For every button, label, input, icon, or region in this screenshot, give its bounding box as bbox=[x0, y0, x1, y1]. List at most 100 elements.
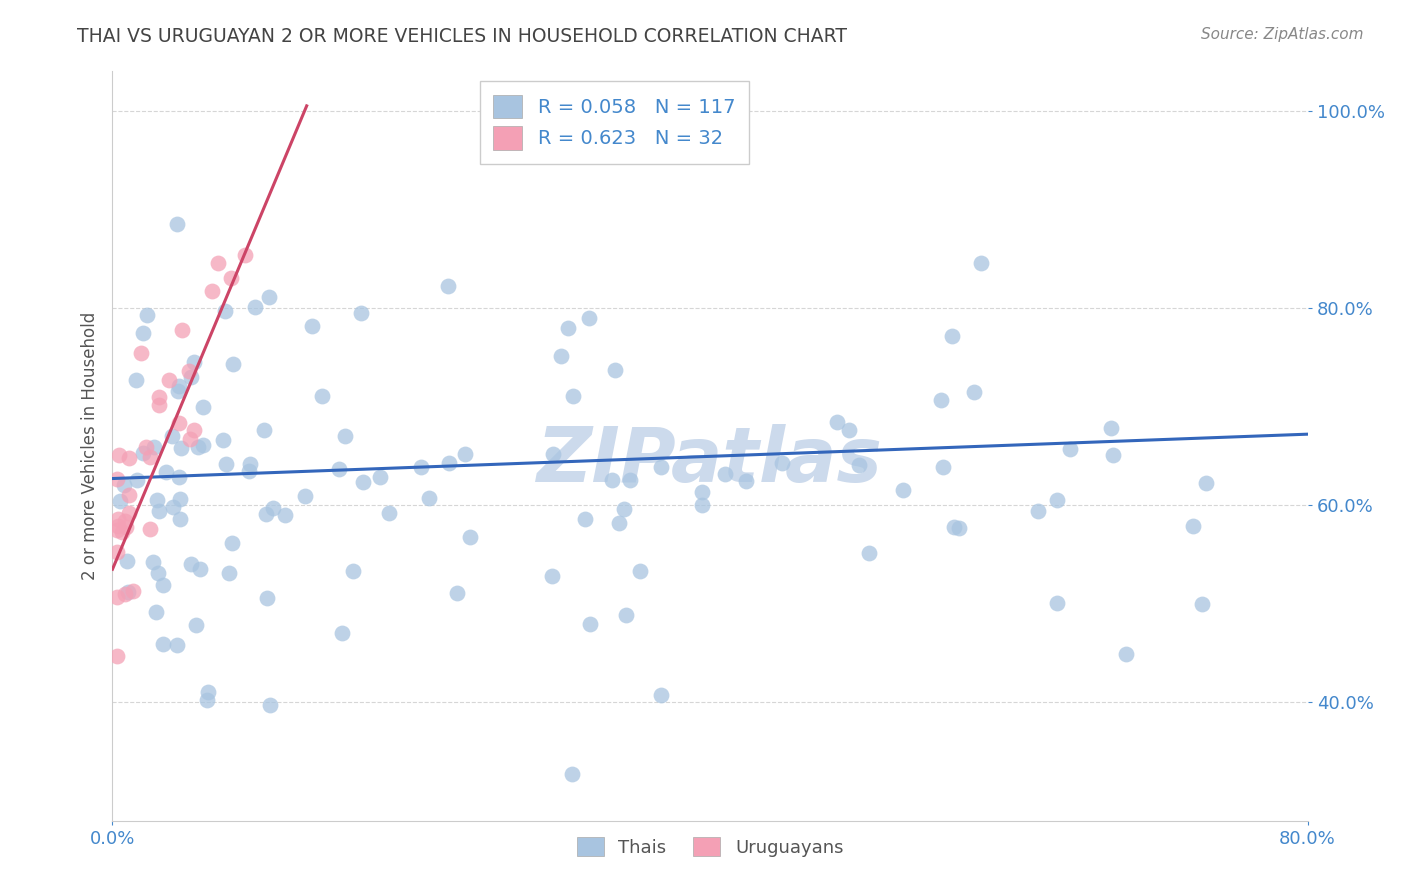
Point bbox=[118, 506, 141, 520]
Point bbox=[1191, 597, 1213, 611]
Point bbox=[179, 364, 201, 378]
Point bbox=[614, 608, 637, 623]
Point bbox=[262, 501, 284, 516]
Point bbox=[212, 433, 235, 447]
Point bbox=[690, 498, 713, 512]
Point bbox=[1099, 421, 1122, 435]
Text: THAI VS URUGUAYAN 2 OR MORE VEHICLES IN HOUSEHOLD CORRELATION CHART: THAI VS URUGUAYAN 2 OR MORE VEHICLES IN … bbox=[77, 27, 848, 45]
Point bbox=[253, 423, 276, 437]
Point bbox=[160, 429, 183, 443]
Point bbox=[650, 460, 672, 475]
Point bbox=[579, 616, 602, 631]
Point bbox=[574, 512, 596, 526]
Point bbox=[273, 508, 295, 523]
Point bbox=[152, 637, 174, 651]
Point bbox=[333, 429, 356, 443]
Point bbox=[294, 489, 316, 503]
Point bbox=[193, 401, 215, 415]
Point bbox=[1115, 647, 1137, 661]
Point bbox=[352, 475, 374, 489]
Point bbox=[943, 520, 966, 534]
Point bbox=[690, 485, 713, 500]
Point bbox=[437, 279, 460, 293]
Point bbox=[561, 389, 583, 403]
Point bbox=[167, 379, 190, 393]
Point bbox=[619, 473, 641, 487]
Point bbox=[1195, 476, 1218, 491]
Point bbox=[254, 507, 277, 521]
Point bbox=[243, 300, 266, 314]
Point bbox=[454, 446, 477, 460]
Point bbox=[838, 423, 860, 437]
Point bbox=[187, 440, 209, 454]
Point bbox=[342, 564, 364, 578]
Point bbox=[169, 491, 191, 506]
Point bbox=[1182, 518, 1205, 533]
Point bbox=[107, 512, 129, 526]
Point bbox=[540, 569, 562, 583]
Point bbox=[148, 504, 170, 518]
Point bbox=[238, 464, 260, 478]
Point bbox=[188, 562, 211, 576]
Point bbox=[848, 458, 870, 472]
Point bbox=[108, 493, 131, 508]
Point bbox=[145, 606, 167, 620]
Point bbox=[114, 520, 136, 534]
Point bbox=[1059, 442, 1081, 456]
Point bbox=[825, 415, 848, 429]
Point bbox=[152, 578, 174, 592]
Point bbox=[893, 483, 915, 498]
Point bbox=[378, 506, 401, 520]
Point bbox=[963, 384, 986, 399]
Point bbox=[167, 384, 190, 398]
Point bbox=[105, 545, 128, 559]
Point bbox=[169, 512, 191, 526]
Point bbox=[607, 516, 630, 531]
Point bbox=[124, 373, 146, 387]
Point bbox=[139, 522, 162, 536]
Point bbox=[105, 473, 128, 487]
Point bbox=[129, 346, 152, 360]
Point bbox=[108, 448, 131, 462]
Point bbox=[136, 308, 159, 322]
Point bbox=[221, 270, 243, 285]
Point bbox=[932, 459, 955, 474]
Point bbox=[600, 473, 623, 487]
Point bbox=[970, 256, 993, 270]
Point bbox=[734, 474, 756, 488]
Point bbox=[207, 255, 229, 269]
Point bbox=[172, 323, 194, 337]
Text: Source: ZipAtlas.com: Source: ZipAtlas.com bbox=[1201, 27, 1364, 42]
Point bbox=[132, 326, 155, 341]
Point bbox=[179, 432, 201, 446]
Point bbox=[578, 310, 600, 325]
Point bbox=[139, 450, 162, 464]
Point bbox=[107, 590, 129, 604]
Point bbox=[183, 423, 205, 437]
Point bbox=[557, 321, 579, 335]
Point bbox=[117, 585, 139, 599]
Point bbox=[301, 318, 323, 333]
Point bbox=[142, 555, 165, 569]
Point bbox=[411, 459, 433, 474]
Point bbox=[713, 467, 735, 481]
Point bbox=[135, 440, 157, 454]
Point bbox=[858, 546, 880, 560]
Point bbox=[148, 390, 170, 404]
Point bbox=[191, 438, 214, 452]
Legend: Thais, Uruguayans: Thais, Uruguayans bbox=[569, 830, 851, 864]
Point bbox=[941, 329, 963, 343]
Point bbox=[105, 648, 128, 663]
Point bbox=[1026, 503, 1049, 517]
Point bbox=[118, 450, 141, 465]
Point bbox=[115, 554, 138, 568]
Point bbox=[112, 478, 135, 492]
Point bbox=[948, 521, 970, 535]
Point bbox=[157, 373, 180, 387]
Point bbox=[162, 500, 184, 514]
Point bbox=[1046, 596, 1069, 610]
Point bbox=[195, 692, 218, 706]
Point bbox=[929, 393, 952, 408]
Point bbox=[541, 447, 564, 461]
Point bbox=[184, 618, 207, 632]
